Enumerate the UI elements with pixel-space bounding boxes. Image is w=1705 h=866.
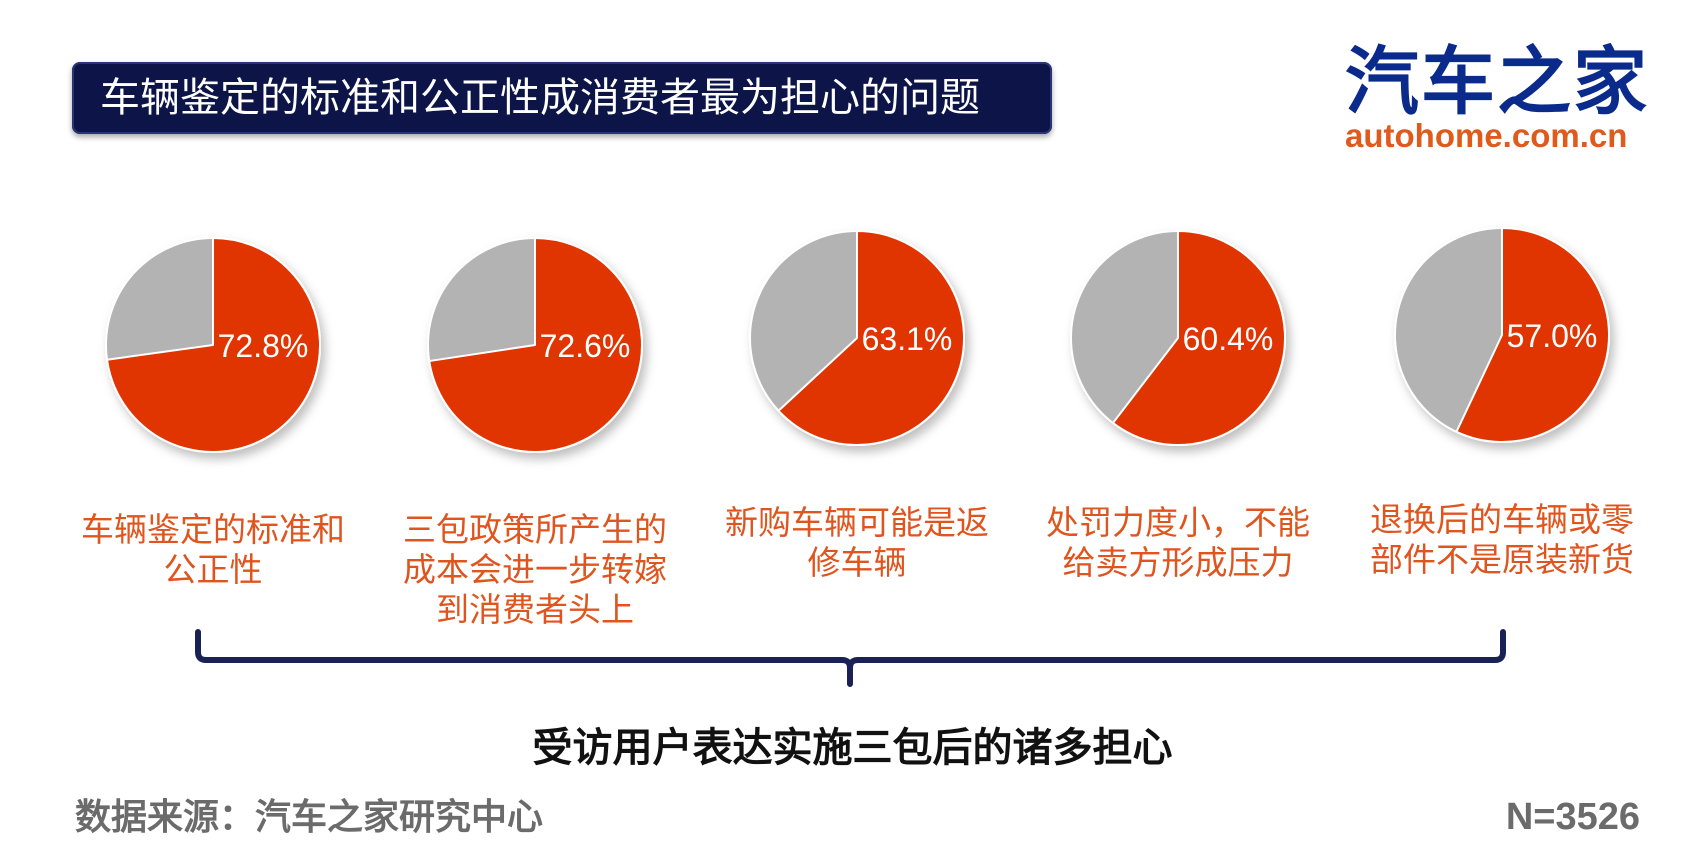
pie-category-label-line: 部件不是原装新货 — [1370, 541, 1634, 578]
pie-3 — [749, 230, 965, 446]
title-banner: 车辆鉴定的标准和公正性成消费者最为担心的问题 — [72, 62, 1052, 134]
pie-value-label: 57.0% — [1507, 318, 1598, 354]
pie-category-label: 车辆鉴定的标准和 公正性 — [63, 510, 363, 590]
pie-5 — [1394, 227, 1610, 443]
pie-category-label: 新购车辆可能是返 修车辆 — [707, 503, 1007, 583]
pie-category-label: 三包政策所产生的 成本会进一步转嫁 到消费者头上 — [385, 510, 685, 630]
sample-size: N=3526 — [1505, 796, 1640, 838]
pie-category-label-line: 处罚力度小，不能 — [1046, 504, 1310, 541]
pie-category-label-line: 车辆鉴定的标准和 — [81, 511, 345, 548]
pie-slice-concern — [428, 237, 643, 453]
pie-category-label-line: 退换后的车辆或零 — [1370, 501, 1634, 538]
pie-category-label-line: 新购车辆可能是返 — [725, 504, 989, 541]
page-title: 车辆鉴定的标准和公正性成消费者最为担心的问题 — [100, 76, 980, 120]
pie-2 — [427, 237, 643, 453]
pie-4 — [1070, 230, 1286, 446]
pie-category-label-line: 到消费者头上 — [436, 591, 634, 628]
pie-category-label: 退换后的车辆或零 部件不是原装新货 — [1352, 500, 1652, 580]
pie-category-label-line: 三包政策所产生的 — [403, 511, 667, 548]
pie-slice-concern — [1455, 227, 1610, 443]
pie-value-label: 72.8% — [218, 328, 309, 364]
pie-category-label-line: 公正性 — [163, 551, 263, 588]
pie-slice-concern — [777, 230, 965, 446]
pie-1 — [105, 237, 321, 453]
pie-value-label: 72.6% — [540, 328, 631, 364]
grouping-bracket — [195, 629, 1506, 687]
pie-value-label: 63.1% — [862, 321, 953, 357]
data-source: 数据来源：汽车之家研究中心 — [75, 796, 544, 837]
pie-category-label-line: 修车辆 — [807, 544, 907, 581]
autohome-logo: 汽车之家 — [1345, 40, 1649, 123]
pie-category-label-line: 给卖方形成压力 — [1062, 544, 1294, 581]
autohome-logo-url: autohome.com.cn — [1345, 117, 1628, 154]
pie-value-label: 60.4% — [1183, 321, 1274, 357]
pie-slice-concern — [1111, 230, 1286, 446]
summary-caption: 受访用户表达实施三包后的诸多担心 — [532, 726, 1173, 770]
pie-slice-concern — [106, 237, 321, 453]
pie-category-label-line: 成本会进一步转嫁 — [403, 551, 667, 588]
pie-category-label: 处罚力度小，不能 给卖方形成压力 — [1028, 503, 1328, 583]
